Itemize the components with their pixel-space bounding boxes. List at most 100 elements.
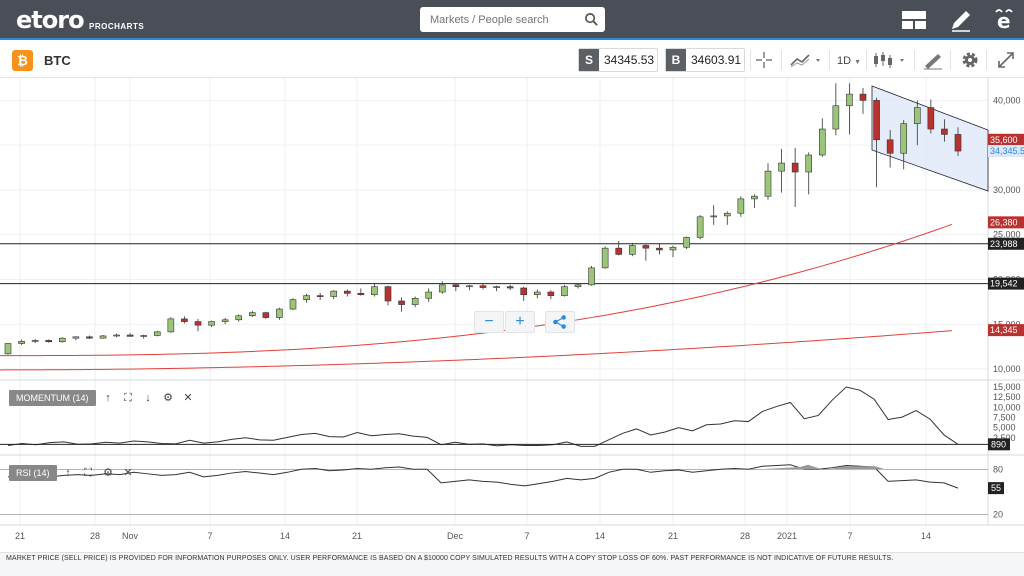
candle-body: [194, 321, 202, 326]
search-box[interactable]: [420, 7, 605, 32]
arrow-up-icon[interactable]: ↑: [105, 392, 111, 404]
candle-body: [466, 285, 473, 288]
fullscreen-icon[interactable]: [994, 48, 1018, 72]
share-icon[interactable]: [545, 311, 575, 333]
price-tag-label: 26,380: [990, 217, 1018, 227]
line-chart-icon[interactable]: [788, 48, 826, 72]
y-tick-label: 30,000: [993, 185, 1021, 195]
candle-body: [846, 93, 853, 107]
gear-icon[interactable]: [958, 48, 982, 72]
price-tag: [988, 277, 1024, 290]
candle-body: [805, 154, 813, 173]
close-icon[interactable]: ✕: [123, 467, 133, 479]
candle-body: [113, 334, 120, 337]
moving-average-line: [0, 223, 953, 357]
candle-body: [696, 216, 704, 238]
momentum-tick-label: 10,000: [993, 402, 1021, 412]
candle-body: [574, 284, 582, 287]
candle-body: [398, 300, 405, 305]
pencil-icon[interactable]: [947, 6, 975, 34]
price-tag: [988, 237, 1024, 250]
toolbar-divider: [866, 50, 867, 70]
search-input[interactable]: [420, 7, 580, 32]
momentum-tick-label: 2,500: [993, 433, 1016, 443]
momentum-tag: [988, 438, 1010, 451]
x-tick-label: 2021: [777, 531, 797, 541]
trend-channel: [871, 85, 989, 192]
sell-price-button[interactable]: S 34345.53: [578, 48, 658, 72]
etoro-logo[interactable]: etoro: [16, 6, 85, 34]
toolbar-divider: [750, 50, 751, 70]
candle-body: [954, 134, 962, 152]
rsi-overbought-area: [760, 464, 822, 470]
chart-toolbar: ₿ BTC S 34345.53 B 34603.91 1D ▼: [0, 42, 1024, 78]
candle-body: [751, 195, 758, 200]
maximize-icon[interactable]: ⛶: [84, 467, 92, 479]
candle-body: [832, 105, 840, 130]
candle-body: [357, 293, 365, 296]
candle-body: [900, 123, 908, 154]
candle-body: [493, 286, 500, 288]
close-icon[interactable]: ✕: [183, 392, 193, 404]
x-tick-label: 21: [668, 531, 678, 541]
layout-icon[interactable]: [900, 6, 928, 34]
price-chart[interactable]: 2128Nov71421Dec7142128202171440,00035,00…: [0, 78, 1024, 552]
candle-body: [669, 246, 677, 251]
toolbar-divider: [914, 50, 915, 70]
arrow-up-icon[interactable]: ↑: [65, 467, 71, 479]
rsi-value-label: 55: [991, 483, 1001, 493]
rsi-label[interactable]: RSI (14): [9, 465, 57, 481]
price-tag-label: 35,600: [990, 135, 1018, 145]
draw-icon[interactable]: [920, 48, 946, 72]
candle-body: [479, 285, 487, 288]
candle-body: [18, 340, 25, 344]
crosshair-icon[interactable]: [752, 48, 776, 72]
candle-body: [818, 128, 826, 156]
rsi-tools: ↑ ⛶ ⚙ ✕: [58, 466, 138, 480]
search-icon[interactable]: [584, 12, 599, 27]
timeframe-select[interactable]: 1D ▼: [837, 55, 861, 79]
price-tag: [988, 324, 1024, 337]
candle-body: [262, 312, 270, 318]
candle-body: [873, 100, 880, 141]
buy-price-button[interactable]: B 34603.91: [665, 48, 745, 72]
candle-body: [723, 212, 731, 217]
x-tick-label: 28: [740, 531, 750, 541]
etoro-e-icon[interactable]: e: [990, 6, 1018, 34]
gear-icon[interactable]: ⚙: [163, 392, 173, 404]
candle-body: [642, 245, 650, 249]
candle-body: [99, 335, 107, 339]
arrow-down-icon[interactable]: ↓: [145, 392, 151, 404]
price-tag-label: 23,988: [990, 239, 1018, 249]
rsi-tag: [988, 482, 1004, 495]
disclaimer: MARKET PRICE (SELL PRICE) IS PROVIDED FO…: [0, 552, 1024, 576]
zoom-out-icon[interactable]: −: [474, 311, 504, 333]
zoom-in-icon[interactable]: +: [505, 311, 535, 333]
candle-body: [913, 107, 921, 124]
candle-body: [126, 334, 134, 337]
x-tick-label: 7: [847, 531, 852, 541]
momentum-label[interactable]: MOMENTUM (14): [9, 390, 96, 406]
candle-body: [221, 319, 229, 322]
candle-body: [316, 295, 324, 297]
candle-body: [737, 198, 745, 214]
rsi-overbought-area: [830, 466, 885, 470]
chevron-down-icon: ▼: [854, 59, 862, 66]
maximize-icon[interactable]: ⛶: [124, 392, 132, 404]
timeframe-label: 1D: [837, 55, 852, 67]
x-tick-label: 14: [921, 531, 931, 541]
candle-body: [330, 290, 338, 297]
candle-body: [289, 299, 297, 310]
candlestick-icon[interactable]: [870, 48, 910, 72]
rsi-tick-label: 20: [993, 509, 1003, 519]
gear-icon[interactable]: ⚙: [103, 467, 113, 479]
candle-body: [547, 291, 555, 296]
candle-body: [276, 308, 283, 318]
candle-body: [384, 286, 392, 302]
x-tick-label: 7: [524, 531, 529, 541]
price-tag: [988, 133, 1024, 146]
momentum-tick-label: 5,000: [993, 423, 1016, 433]
candle-body: [153, 331, 161, 336]
candle-body: [31, 340, 39, 342]
x-tick-label: 14: [595, 531, 605, 541]
